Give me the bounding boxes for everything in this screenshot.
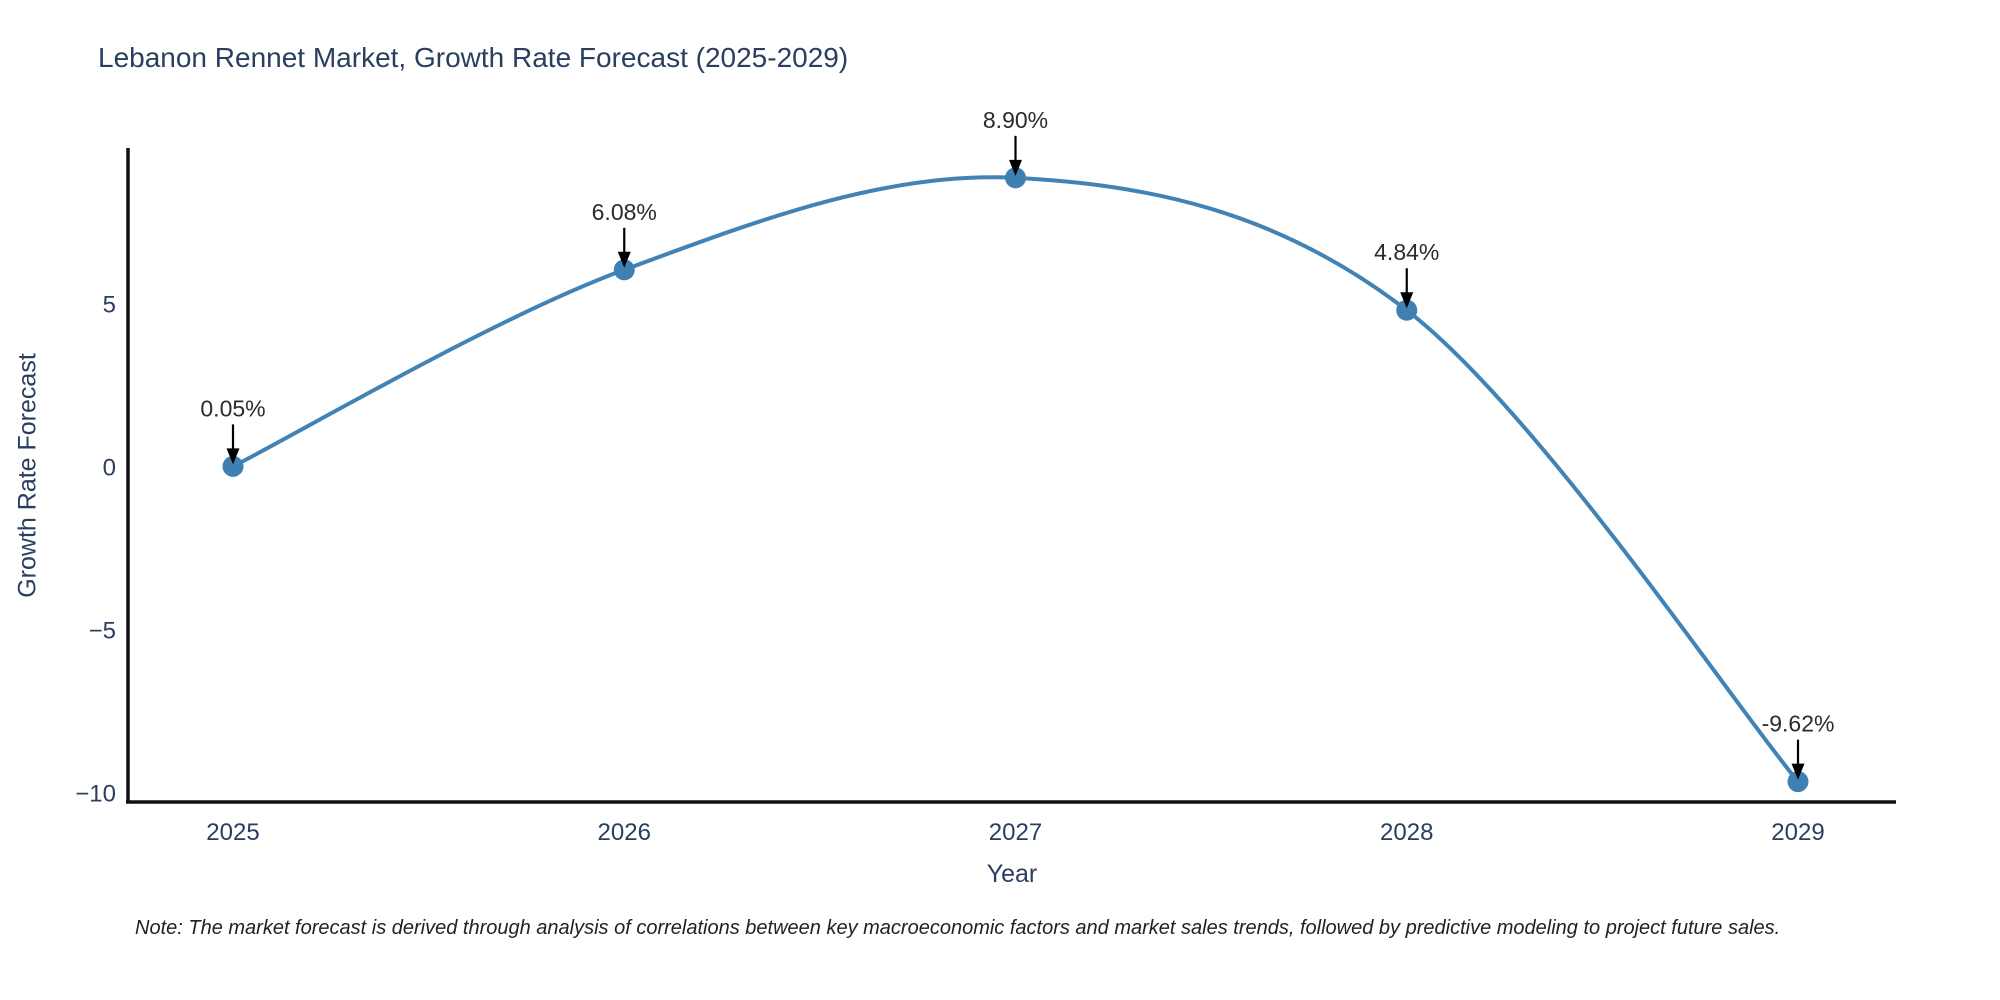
x-tick-label: 2029 [1771, 819, 1824, 846]
data-point-marker [613, 259, 635, 281]
annotation-arrowhead-icon [617, 251, 631, 268]
x-axis-title: Year [986, 860, 1038, 888]
chart-title: Lebanon Rennet Market, Growth Rate Forec… [98, 42, 849, 73]
data-point-marker [1005, 167, 1026, 189]
y-tick-label: −10 [75, 781, 116, 808]
y-tick-label: 0 [103, 455, 116, 482]
y-tick-label: 5 [103, 292, 116, 319]
y-axis-title: Growth Rate Forecast [13, 353, 42, 598]
x-tick-label: 2025 [206, 819, 259, 846]
footnote: Note: The market forecast is derived thr… [135, 917, 1781, 939]
annotation-arrowhead-icon [1400, 292, 1414, 309]
data-point-marker [1787, 771, 1809, 793]
annotation-arrowhead-icon [226, 448, 240, 465]
annotation-arrowhead-icon [1791, 763, 1805, 780]
data-point-label: 0.05% [200, 395, 265, 421]
data-point-marker [222, 455, 244, 477]
data-point-label: 4.84% [1374, 239, 1439, 265]
annotation-arrowhead-icon [1009, 159, 1022, 176]
x-tick-label: 2027 [989, 819, 1042, 846]
data-point-label: 6.08% [592, 199, 657, 225]
forecast-line [232, 175, 1800, 783]
data-point-label: -9.62% [1762, 711, 1835, 737]
x-tick-label: 2026 [598, 819, 651, 846]
y-tick-label: −5 [89, 618, 116, 645]
data-point-marker [1396, 299, 1418, 321]
data-point-label: 8.90% [983, 107, 1048, 133]
x-tick-label: 2028 [1380, 819, 1433, 846]
